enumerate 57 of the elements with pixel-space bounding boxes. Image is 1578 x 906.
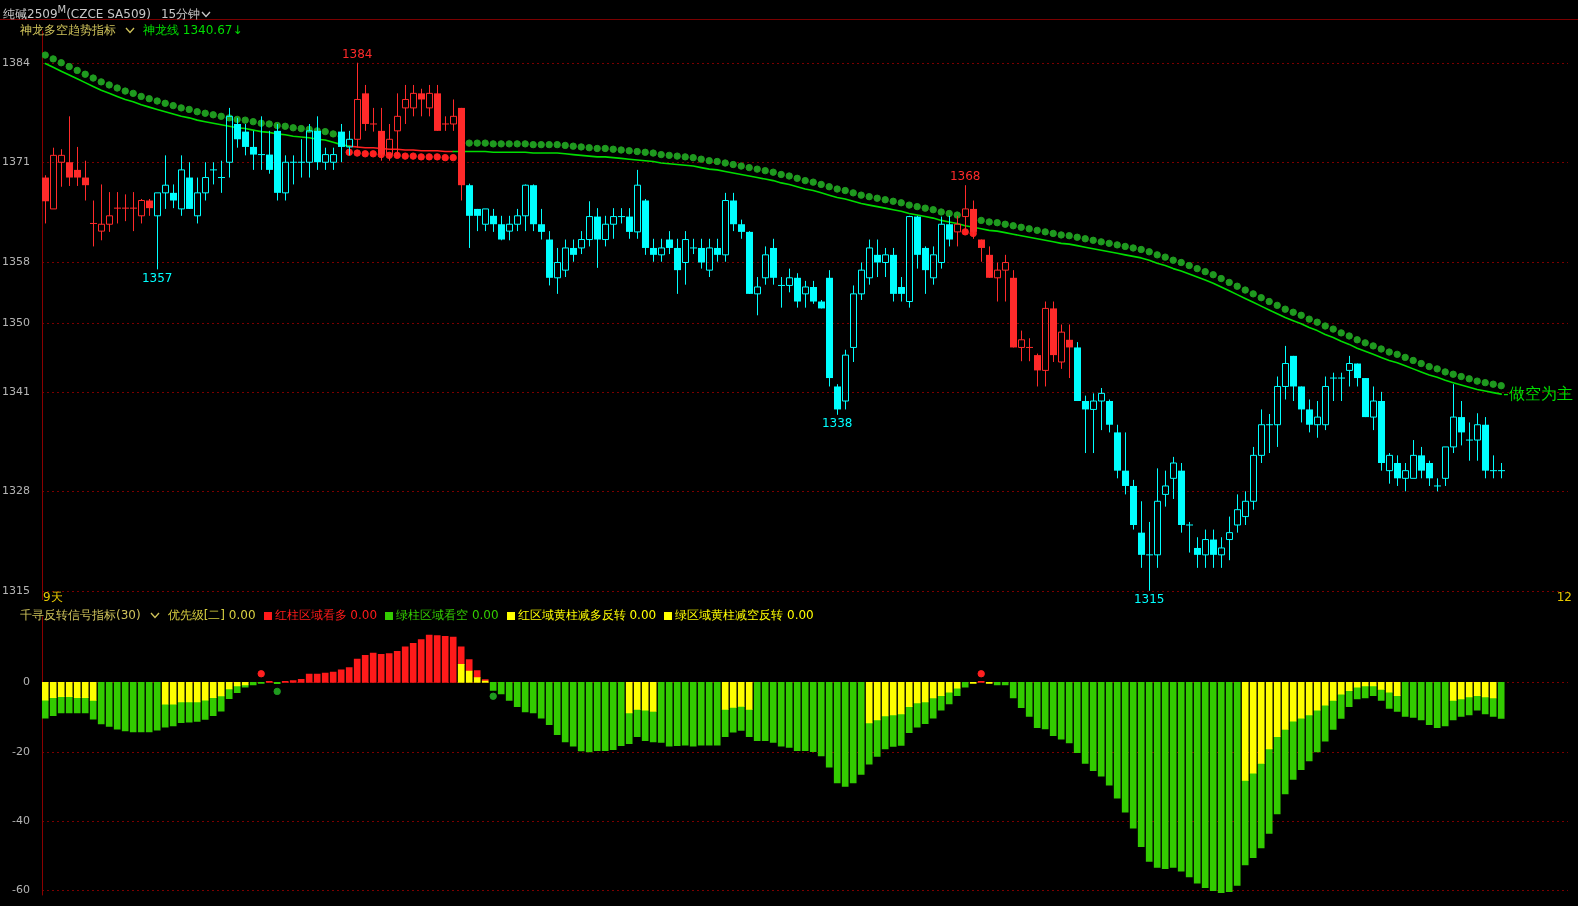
y-tick-label: 1371	[2, 155, 30, 169]
candlestick	[538, 208, 545, 241]
y-tick-label: 0	[23, 675, 30, 689]
annotation: 1384	[341, 46, 373, 61]
bar	[961, 682, 969, 688]
candlestick	[82, 160, 89, 201]
y-tick-label: 1384	[2, 55, 30, 69]
y-tick-label: 1350	[2, 315, 30, 329]
annotation: 1368	[949, 169, 981, 184]
annotation: -做空为主	[1503, 384, 1573, 404]
legend-label: 红区域黄柱减多反转 0.00	[517, 608, 657, 622]
y-tick-label: 1341	[2, 384, 30, 398]
candlestick	[738, 219, 745, 240]
annotation: 优先级[二] 0.00	[167, 608, 256, 622]
legend-label: 绿区域黄柱减空反转 0.00	[675, 608, 814, 622]
text: 15分钟	[160, 7, 201, 21]
point	[409, 152, 417, 160]
y-tick-label: -60	[12, 883, 30, 897]
candlestick	[1226, 516, 1233, 561]
y-tick-label: -20	[12, 744, 30, 758]
annotation: 1357	[141, 270, 173, 285]
y-tick-label: 1328	[2, 484, 30, 498]
point	[393, 151, 401, 160]
y-tick-label: -40	[12, 813, 30, 827]
candlestick	[89, 200, 98, 247]
point	[401, 152, 409, 160]
point	[489, 692, 497, 700]
candlestick	[217, 160, 226, 194]
annotation: 1315	[1133, 591, 1165, 606]
point	[425, 153, 433, 161]
legend-label: 红柱区域看多 0.00	[274, 608, 378, 622]
point	[273, 687, 281, 696]
chart-title: 千寻反转信号指标(30)	[20, 608, 141, 622]
chart-title: 神龙多空趋势指标	[20, 23, 116, 37]
y-tick-label: 1315	[2, 583, 30, 597]
point	[977, 670, 985, 678]
point	[353, 149, 361, 157]
point	[433, 153, 441, 161]
annotation: 9天	[43, 590, 63, 605]
bar	[273, 682, 281, 685]
text: 纯碱2509$^{M}$(CZCE SA509)	[3, 4, 151, 21]
point	[449, 153, 457, 162]
point	[361, 150, 369, 158]
annotation: 1338	[821, 415, 853, 430]
text: 12	[1556, 590, 1572, 605]
point	[257, 670, 265, 678]
point	[369, 150, 377, 158]
point	[417, 153, 425, 161]
candlestick	[1122, 431, 1129, 495]
point	[961, 228, 969, 236]
legend-label: 绿柱区域看空 0.00	[396, 608, 499, 622]
candlestick	[1162, 470, 1169, 508]
annotation: 神龙线 1340.67↓	[143, 23, 243, 37]
y-tick-label: 1358	[2, 254, 30, 268]
candlestick	[209, 161, 218, 185]
point	[441, 153, 449, 162]
candlestick	[1298, 385, 1305, 423]
